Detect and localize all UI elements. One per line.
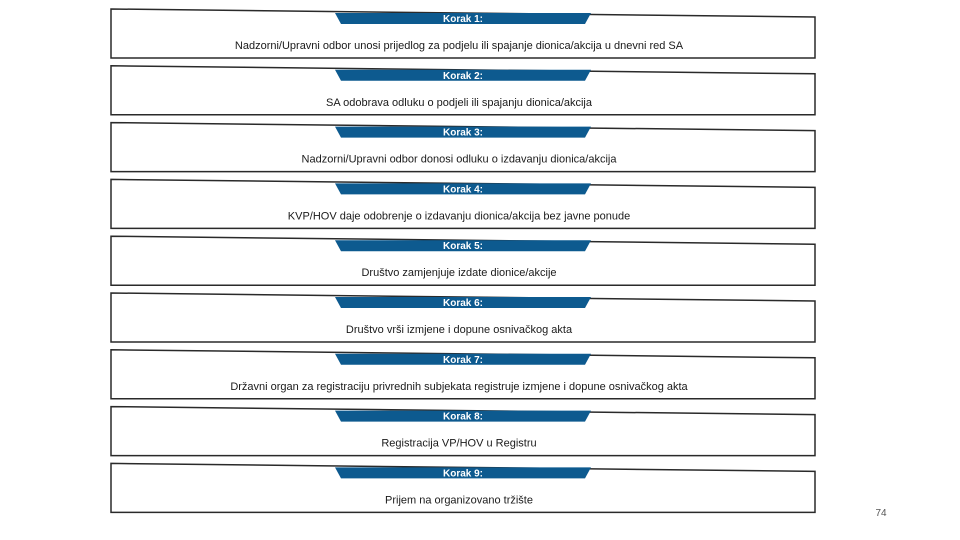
step-description: Nadzorni/Upravni odbor donosi odluku o i…: [302, 154, 618, 166]
step-box-2: Korak 2: SA odobrava odluku o podjeli ili…: [110, 65, 816, 116]
step-description: Društvo zamjenjuje izdate dionice/akcije: [361, 267, 556, 279]
slide-number: 74: [875, 508, 887, 519]
step-description: Registracija VP/HOV u Registru: [381, 438, 536, 450]
step-box-1: Korak 1: Nadzorni/Upravni odbor unosi pri…: [110, 8, 816, 59]
step-header-banner: [335, 297, 591, 308]
step-header-banner: [335, 183, 591, 195]
step-box-7: Korak 7: Državni organ za registraciju pr…: [110, 349, 816, 400]
step-header-banner: [335, 353, 591, 365]
step-header-label: Korak 5:: [443, 241, 483, 252]
step-header-banner: [335, 126, 591, 138]
step-box-5: Korak 5: Društvo zamjenjuje izdate dionic…: [110, 235, 816, 286]
step-box-6: Korak 6: Društvo vrši izmjene i dopune os…: [110, 292, 816, 343]
step-header-label: Korak 3:: [443, 128, 483, 139]
step-description: SA odobrava odluku o podjeli ili spajanj…: [326, 97, 593, 109]
step-header-banner: [335, 410, 591, 422]
step-box-8: Korak 8: Registracija VP/HOV u Registru: [110, 405, 816, 457]
step-header-label: Korak 9:: [443, 468, 483, 479]
step-header-banner: [335, 13, 591, 24]
step-header-label: Korak 1:: [443, 14, 483, 25]
step-box-9: Korak 9: Prijem na organizovano tržište: [110, 462, 816, 514]
step-header-label: Korak 2:: [443, 71, 483, 82]
step-header-label: Korak 7:: [443, 355, 483, 366]
step-description: Društvo vrši izmjene i dopune osnivačkog…: [346, 324, 573, 336]
step-header-banner: [335, 240, 591, 252]
step-description: KVP/HOV daje odobrenje o izdavanju dioni…: [288, 210, 630, 222]
step-description: Prijem na organizovano tržište: [385, 494, 533, 506]
step-header-label: Korak 6:: [443, 298, 483, 309]
step-box-3: Korak 3: Nadzorni/Upravni odbor donosi od…: [110, 121, 816, 173]
step-description: Državni organ za registraciju privrednih…: [230, 381, 688, 393]
step-header-label: Korak 8:: [443, 412, 483, 423]
step-header-banner: [335, 69, 591, 81]
step-box-4: Korak 4: KVP/HOV daje odobrenje o izdavan…: [110, 178, 816, 230]
step-header-banner: [335, 467, 591, 479]
step-description: Nadzorni/Upravni odbor unosi prijedlog z…: [235, 40, 684, 52]
step-header-label: Korak 4:: [443, 184, 483, 195]
